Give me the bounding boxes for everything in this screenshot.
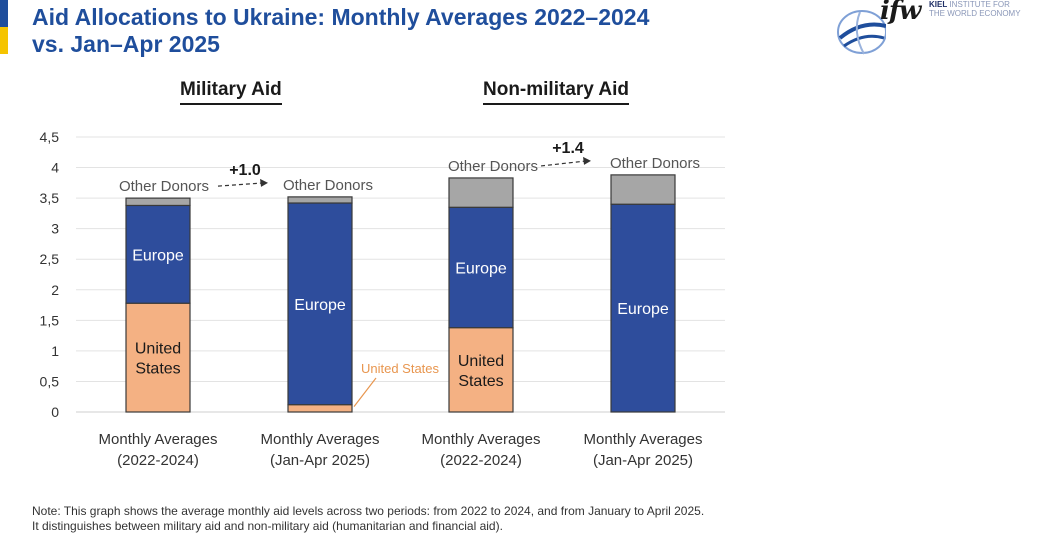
y-tick-label: 1,5 — [40, 312, 60, 328]
europe-segment-label: Europe — [132, 247, 184, 264]
x-category-label: Monthly Averages (Jan-Apr 2025) — [584, 431, 703, 469]
y-tick-label: 3,5 — [40, 190, 60, 206]
logo-wordmark: ifw — [880, 0, 921, 26]
us-callout-line — [353, 377, 377, 408]
stacked-bar-chart: 0 0,5 1 1,5 2 2,5 3 3,5 4 4,5 Europe United States Ot… — [40, 129, 725, 469]
other-donors-label: Other Donors — [283, 177, 373, 194]
flag-blue-stripe — [0, 0, 8, 27]
bar-segment-other-donors — [287, 196, 353, 204]
non-military-aid-heading: Non-military Aid — [483, 79, 630, 105]
other-donors-label: Other Donors — [448, 158, 538, 175]
us-segment-label: United States — [135, 341, 181, 378]
other-donors-label: Other Donors — [119, 178, 209, 195]
note-line-2: It distinguishes between military aid an… — [32, 519, 503, 533]
x-category-label: Monthly Averages (Jan-Apr 2025) — [261, 431, 380, 469]
y-tick-label: 4 — [51, 160, 59, 176]
increase-arrow-line — [217, 182, 265, 187]
y-tick-label: 4,5 — [40, 129, 60, 145]
y-tick-label: 0 — [51, 404, 59, 420]
x-category-label: Monthly Averages (2022-2024) — [422, 431, 541, 469]
title-line-1: Aid Allocations to Ukraine: Monthly Aver… — [32, 4, 650, 30]
europe-segment-label: Europe — [617, 301, 669, 318]
other-donors-label: Other Donors — [610, 155, 700, 172]
bar-segment-other-donors — [125, 197, 191, 207]
y-tick-label: 3 — [51, 221, 59, 237]
increase-arrow-head — [260, 178, 268, 187]
increase-arrow-line — [540, 160, 588, 167]
europe-segment-label: Europe — [294, 297, 346, 314]
logo-line2: THE WORLD ECONOMY — [929, 9, 1021, 18]
title-line-2: vs. Jan–Apr 2025 — [32, 31, 220, 57]
y-tick-label: 0,5 — [40, 373, 60, 389]
europe-segment-label: Europe — [455, 260, 507, 277]
y-tick-label: 1 — [51, 343, 59, 359]
bar-segment-europe — [287, 202, 353, 406]
page-title: Aid Allocations to Ukraine: Monthly Aver… — [32, 4, 649, 58]
bar-segment-europe — [610, 203, 676, 413]
y-tick-label: 2,5 — [40, 251, 60, 267]
bar-segment-europe — [448, 206, 514, 329]
y-tick-label: 2 — [51, 282, 59, 298]
globe-icon — [837, 10, 886, 55]
flag-yellow-stripe — [0, 27, 8, 54]
logo-kiel: KIEL — [929, 0, 948, 9]
bar-segment-united-states — [287, 404, 353, 413]
us-small-segment-label: United States — [361, 361, 440, 376]
bar-segment-europe — [125, 204, 191, 304]
increase-annotation-label: +1.0 — [229, 162, 261, 179]
bar-segment-other-donors — [448, 177, 514, 208]
us-segment-label: United States — [458, 353, 504, 390]
kiel-institute-logo: ifw KIEL INSTITUTE FOR THE WORLD ECONOMY — [830, 0, 1040, 60]
military-aid-heading: Military Aid — [180, 79, 282, 105]
logo-institute-name: KIEL INSTITUTE FOR THE WORLD ECONOMY — [929, 0, 1039, 18]
logo-line1-rest: INSTITUTE FOR — [947, 0, 1010, 9]
increase-annotation-label: +1.4 — [552, 140, 584, 157]
chart-note: Note: This graph shows the average month… — [32, 504, 992, 534]
x-category-label: Monthly Averages (2022-2024) — [99, 431, 218, 469]
note-line-1: Note: This graph shows the average month… — [32, 504, 705, 518]
bar-segment-united-states — [448, 327, 514, 413]
increase-arrow-head — [583, 156, 591, 165]
bar-segment-united-states — [125, 302, 191, 413]
bar-segment-other-donors — [610, 174, 676, 205]
